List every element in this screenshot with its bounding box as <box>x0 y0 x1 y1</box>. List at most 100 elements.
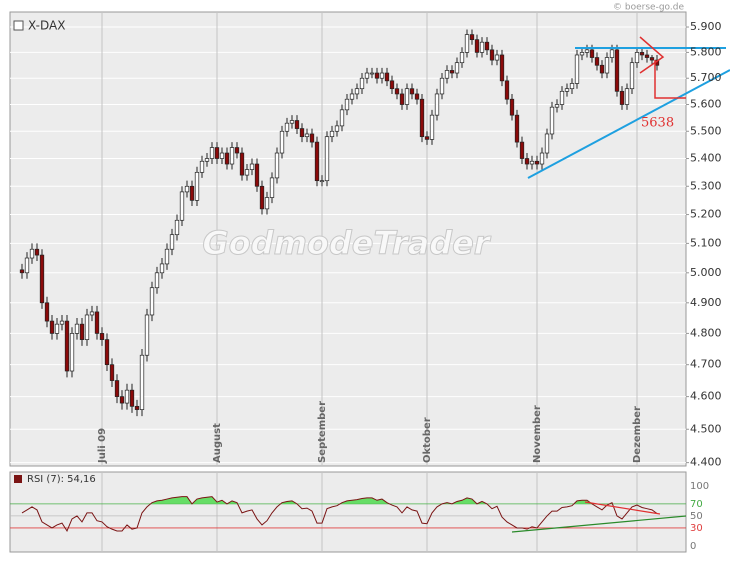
candle-body <box>229 147 235 165</box>
candle-body <box>289 120 295 124</box>
candle-body <box>49 320 55 334</box>
y-tick-label: 5.900 <box>690 20 722 33</box>
candle-body <box>574 54 580 84</box>
candle-body <box>254 163 260 187</box>
candle-body <box>209 147 215 159</box>
candle-body <box>104 339 110 366</box>
y-tick-label: 4.400 <box>690 456 722 469</box>
candle-body <box>584 49 590 53</box>
candle-body <box>184 185 190 193</box>
candle-body <box>614 49 620 92</box>
candle-body <box>259 185 265 210</box>
candle-body <box>599 64 605 74</box>
candle-body <box>569 83 575 90</box>
candle-body <box>194 171 200 201</box>
candle-body <box>39 254 45 304</box>
candle-body <box>89 311 95 316</box>
candle-body <box>469 34 475 41</box>
candle-body <box>604 57 610 74</box>
candle-body <box>24 257 30 274</box>
candle-body <box>609 49 615 58</box>
rsi-overbought-fill <box>150 496 613 504</box>
chart-title: X-DAX <box>28 19 65 33</box>
watermark: GodmodeTrader <box>202 224 491 262</box>
candle-body <box>314 141 320 182</box>
candle-body <box>69 333 75 372</box>
candle-body <box>319 180 325 183</box>
candle-body <box>404 88 410 105</box>
rsi-line <box>21 496 658 533</box>
candle-body <box>544 133 550 154</box>
y-tick-label: 30 <box>690 523 703 534</box>
candle-body <box>394 88 400 95</box>
candle-body <box>364 72 370 79</box>
y-tick-label: 5.300 <box>690 179 722 192</box>
candle-body <box>144 314 150 356</box>
candle-body <box>524 158 530 165</box>
candle-body <box>644 54 650 58</box>
rsi-title: RSI (7): 54,16 <box>27 474 96 485</box>
candle-body <box>349 93 355 100</box>
candle-body <box>619 90 625 105</box>
candle-body <box>154 272 160 289</box>
candle-body <box>119 396 125 404</box>
y-tick-label: 5.000 <box>690 266 722 279</box>
candle-body <box>139 354 145 410</box>
candle-body <box>19 269 25 274</box>
candle-body <box>499 54 505 82</box>
y-tick-label: 5.100 <box>690 236 722 249</box>
candle-body <box>629 62 635 90</box>
candle-body <box>29 248 35 259</box>
candle-body <box>414 93 420 100</box>
candle-body <box>339 109 345 127</box>
x-tick-label: August <box>212 423 223 463</box>
candle-body <box>149 287 155 316</box>
candle-body <box>399 93 405 105</box>
marks <box>19 29 660 533</box>
candle-body <box>84 314 90 340</box>
candle-body <box>44 302 50 322</box>
candle-body <box>244 169 250 176</box>
x-tick-label: September <box>317 401 328 463</box>
candle-body <box>479 41 485 53</box>
candle-body <box>114 380 120 397</box>
candle-body <box>454 62 460 74</box>
candle-body <box>54 323 60 334</box>
y-tick-label: 4.900 <box>690 296 722 309</box>
y-tick-label: 100 <box>690 481 709 492</box>
candle-body <box>264 197 270 210</box>
candle-body <box>189 185 195 201</box>
candle-body <box>379 72 385 79</box>
candle-body <box>329 130 335 138</box>
candle-body <box>434 93 440 116</box>
candle-body <box>359 77 365 90</box>
candle-body <box>179 191 185 221</box>
candle-body <box>639 52 645 56</box>
candle-body <box>164 248 170 265</box>
candle-body <box>199 160 205 173</box>
candle-body <box>579 52 585 56</box>
candle-body <box>94 311 100 334</box>
candle-body <box>419 98 425 138</box>
x-tick-label: November <box>532 405 543 463</box>
candle-body <box>409 88 415 95</box>
candle-body <box>649 57 655 61</box>
candle-body <box>274 152 280 179</box>
candle-body <box>234 147 240 154</box>
candle-body <box>554 104 560 108</box>
legend-box <box>13 20 24 31</box>
candle-body <box>174 219 180 236</box>
rsi-trendline <box>511 515 687 533</box>
candle-body <box>384 72 390 82</box>
candle-body <box>489 49 495 61</box>
candle-body <box>129 389 135 407</box>
candle-body <box>124 389 130 404</box>
candle-body <box>634 52 640 64</box>
y-tick-label: 50 <box>690 511 703 522</box>
candle-body <box>509 98 515 116</box>
candle-body <box>324 136 330 182</box>
candle-body <box>99 333 105 340</box>
candle-body <box>439 77 445 95</box>
candle-body <box>304 133 310 138</box>
